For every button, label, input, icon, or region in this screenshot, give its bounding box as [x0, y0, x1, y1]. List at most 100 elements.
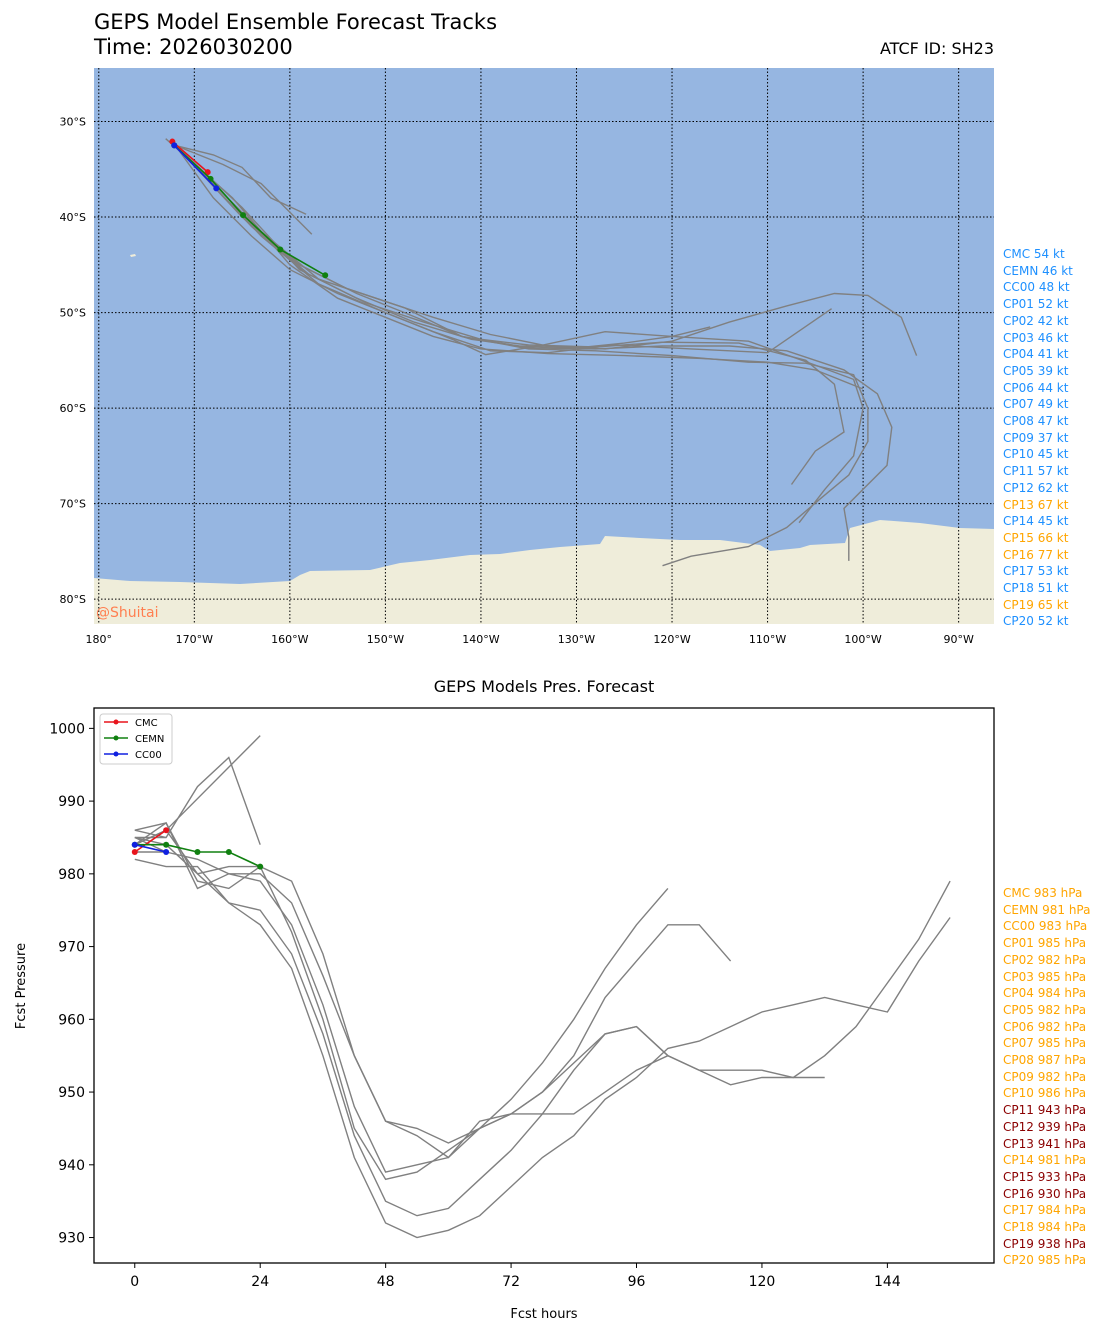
x-tick-label: 48	[377, 1274, 395, 1290]
wind-label: CP11 57 kt	[1003, 464, 1069, 479]
map-lon-tick: 150°W	[367, 633, 404, 646]
atcf-id: ATCF ID: SH23	[879, 39, 994, 58]
y-tick-label: 990	[58, 794, 85, 810]
pressure-label: CP12 939 hPa	[1003, 1119, 1087, 1134]
track-point-cc00	[171, 142, 178, 149]
x-tick-label: 144	[874, 1274, 901, 1290]
pressure-point-cc00	[131, 841, 138, 848]
track-ensemble-member	[174, 144, 864, 524]
wind-label: CP10 45 kt	[1003, 447, 1069, 462]
map-lat-tick: 60°S	[60, 402, 86, 415]
y-tick-label: 980	[58, 867, 85, 883]
pressure-line-ensemble	[134, 836, 669, 1159]
wind-label: CP03 46 kt	[1003, 330, 1069, 345]
map-lon-tick: 140°W	[462, 633, 499, 646]
y-tick-label: 940	[58, 1158, 85, 1174]
pressure-ticks: 0 24 48 72 96 120 144 930 940 950 960 970 980 990 1000	[49, 721, 900, 1290]
pressure-label: CP13 941 hPa	[1003, 1136, 1087, 1151]
pressure-legend: CMC 983 hPa CEMN 981 hPa CC00 983 hPa CP01 …	[1003, 885, 1090, 1269]
pressure-plot-frame	[93, 707, 995, 1264]
x-tick-label: 96	[628, 1274, 646, 1290]
map-lat-tick: 50°S	[60, 307, 86, 320]
small-island	[130, 254, 136, 257]
forecast-time: Time: 2026030200	[94, 35, 293, 59]
wind-label: CP12 62 kt	[1003, 480, 1069, 495]
map-tick-labels: 180° 170°W 160°W 150°W 140°W 130°W 120°W 110°W 1…	[60, 115, 974, 646]
map-lat-tick: 70°S	[60, 498, 86, 511]
y-tick-label: 950	[58, 1085, 85, 1101]
wind-label: CC00 48 kt	[1003, 280, 1070, 295]
antarctica-land	[94, 520, 994, 624]
pressure-point-cemn	[194, 849, 201, 856]
pressure-point-cemn	[257, 863, 264, 870]
map-lat-tick: 40°S	[60, 211, 86, 224]
pressure-line-ensemble	[134, 836, 951, 1217]
legend-marker	[113, 719, 119, 725]
pressure-line-ensemble	[134, 822, 669, 1181]
track-point-cemn	[240, 212, 247, 219]
pressure-label: CP05 982 hPa	[1003, 1002, 1087, 1017]
map-lon-tick: 120°W	[653, 633, 690, 646]
pressure-lines	[131, 735, 951, 1239]
x-axis-label: Fcst hours	[510, 1307, 577, 1322]
pressure-label: CP20 985 hPa	[1003, 1253, 1087, 1268]
pressure-label: CP08 987 hPa	[1003, 1053, 1087, 1068]
track-ensemble-member	[174, 144, 918, 356]
wind-label: CP13 67 kt	[1003, 497, 1069, 512]
track-cc00	[173, 144, 217, 189]
pressure-label: CP15 933 hPa	[1003, 1169, 1087, 1184]
map-tracks	[165, 138, 918, 567]
wind-label: CP19 65 kt	[1003, 597, 1069, 612]
x-tick-label: 72	[502, 1274, 520, 1290]
map-lon-tick: 180°	[86, 633, 113, 646]
pressure-label: CP19 938 hPa	[1003, 1236, 1087, 1251]
map-lon-tick: 90°W	[943, 633, 973, 646]
pressure-line-cc00	[134, 843, 167, 853]
legend-marker	[113, 751, 119, 757]
pressure-point-cemn	[225, 849, 232, 856]
y-tick-label: 1000	[49, 721, 85, 737]
pressure-point-cmc	[163, 827, 170, 834]
pressure-point-cc00	[163, 849, 170, 856]
wind-label: CP15 66 kt	[1003, 530, 1069, 545]
pressure-label: CP11 943 hPa	[1003, 1103, 1087, 1118]
y-tick-label: 970	[58, 940, 85, 956]
pressure-label: CP06 982 hPa	[1003, 1019, 1087, 1034]
pressure-label: CC00 983 hPa	[1003, 919, 1088, 934]
watermark: @Shuitai	[96, 605, 158, 621]
wind-label: CP02 42 kt	[1003, 313, 1069, 328]
legend-label: CMC	[135, 718, 158, 729]
wind-label: CP08 47 kt	[1003, 414, 1069, 429]
wind-label: CP06 44 kt	[1003, 380, 1069, 395]
pressure-label: CP01 985 hPa	[1003, 936, 1087, 951]
legend-label: CEMN	[135, 734, 164, 745]
pressure-line-cmc	[134, 829, 167, 853]
pressure-label: CP17 984 hPa	[1003, 1203, 1087, 1218]
wind-label: CEMN 46 kt	[1003, 263, 1073, 278]
pressure-label: CP03 985 hPa	[1003, 969, 1087, 984]
x-tick-label: 0	[130, 1274, 139, 1290]
y-axis-label: Fcst Pressure	[14, 943, 29, 1029]
pressure-label: CEMN 981 hPa	[1003, 902, 1091, 917]
track-point-cemn	[322, 272, 329, 279]
pressure-label: CP02 982 hPa	[1003, 952, 1087, 967]
wind-label: CP17 53 kt	[1003, 564, 1069, 579]
track-map-chart: @Shuitai 180° 170°W 160°W 150°W 140°W 130°W 12…	[60, 68, 994, 646]
wind-label: CP18 51 kt	[1003, 581, 1069, 596]
x-tick-label: 120	[749, 1274, 776, 1290]
wind-label: CP20 52 kt	[1003, 614, 1069, 629]
map-lon-tick: 160°W	[271, 633, 308, 646]
chart-legend: CMC CEMN CC00	[99, 713, 173, 765]
legend-label: CC00	[135, 750, 162, 761]
map-lon-tick: 170°W	[176, 633, 213, 646]
pressure-line-ensemble	[134, 858, 951, 1239]
pressure-label: CP09 982 hPa	[1003, 1069, 1087, 1084]
pressure-line-ensemble	[134, 829, 732, 1144]
x-tick-label: 24	[251, 1274, 269, 1290]
wind-label: CP16 77 kt	[1003, 547, 1069, 562]
map-lon-tick: 130°W	[558, 633, 595, 646]
pressure-chart-title: GEPS Models Pres. Forecast	[434, 677, 655, 696]
pressure-point-cmc	[131, 849, 138, 856]
map-lon-tick: 110°W	[749, 633, 786, 646]
pressure-line-ensemble	[134, 821, 825, 1173]
